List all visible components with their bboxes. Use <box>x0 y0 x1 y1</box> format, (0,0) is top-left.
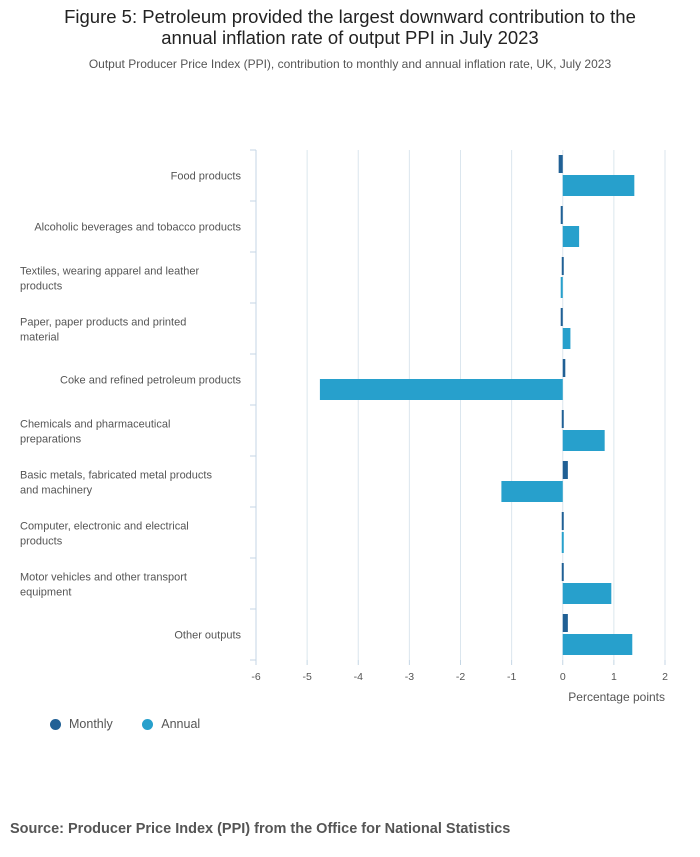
category-label: equipment <box>20 587 71 599</box>
category-label: Motor vehicles and other transport <box>20 572 187 584</box>
category-label: preparations <box>20 434 82 446</box>
chart-title-line2: annual inflation rate of output PPI in J… <box>161 27 539 48</box>
category-label: products <box>20 281 63 293</box>
x-tick-label: -4 <box>354 671 363 683</box>
x-tick-label: 0 <box>560 671 566 683</box>
x-tick-label: -3 <box>405 671 414 683</box>
bar-annual <box>562 634 633 655</box>
bar-monthly <box>562 614 568 632</box>
legend-swatch-monthly <box>50 718 61 730</box>
legend-swatch-annual <box>142 718 154 730</box>
legend-item-monthly: Monthly <box>50 717 113 731</box>
bar-monthly <box>561 563 564 581</box>
source-note: Source: Producer Price Index (PPI) from … <box>10 821 511 837</box>
bar-annual <box>562 328 571 349</box>
x-tick-label: -5 <box>302 671 311 683</box>
bar-monthly <box>560 206 563 224</box>
legend-label-monthly: Monthly <box>69 717 113 731</box>
bar-annual <box>561 532 564 553</box>
chart-subtitle: Output Producer Price Index (PPI), contr… <box>88 57 612 71</box>
bar-annual <box>501 481 563 502</box>
legend-item-annual: Annual <box>142 717 200 731</box>
x-tick-label: -1 <box>507 671 516 683</box>
bar-annual <box>562 430 605 451</box>
chart-title-line1: Figure 5: Petroleum provided the largest… <box>64 6 636 27</box>
x-tick-label: -6 <box>251 671 260 683</box>
bar-monthly <box>561 257 564 275</box>
bar-monthly <box>560 308 563 326</box>
category-label: Basic metals, fabricated metal products <box>20 470 212 482</box>
bar-annual <box>560 277 563 298</box>
bar-monthly <box>561 410 564 428</box>
bar-monthly <box>561 512 564 530</box>
category-label: and machinery <box>20 485 93 497</box>
category-label: Paper, paper products and printed <box>20 317 186 329</box>
category-label: Chemicals and pharmaceutical <box>20 419 170 431</box>
category-label: products <box>20 536 63 548</box>
category-label: Textiles, wearing apparel and leather <box>20 266 200 278</box>
bar-annual <box>319 379 563 400</box>
bar-monthly <box>562 359 566 377</box>
x-tick-label: 2 <box>662 671 668 683</box>
bar-annual <box>562 226 580 247</box>
category-label: material <box>20 332 59 344</box>
x-tick-label: 1 <box>611 671 617 683</box>
bar-annual <box>562 175 635 196</box>
bar-annual <box>562 583 612 604</box>
category-label: Other outputs <box>174 630 241 642</box>
category-label: Coke and refined petroleum products <box>60 375 241 387</box>
category-label: Food products <box>171 171 242 183</box>
bar-monthly <box>558 155 563 173</box>
x-tick-label: -2 <box>456 671 465 683</box>
category-label: Alcoholic beverages and tobacco products <box>34 222 241 234</box>
category-label: Computer, electronic and electrical <box>20 521 189 533</box>
chart-title: Figure 5: Petroleum provided the largest… <box>0 6 700 48</box>
legend-label-annual: Annual <box>161 717 201 731</box>
bar-monthly <box>562 461 568 479</box>
chart-legend: Monthly Annual <box>50 717 226 733</box>
x-axis-title: Percentage points <box>568 690 665 704</box>
